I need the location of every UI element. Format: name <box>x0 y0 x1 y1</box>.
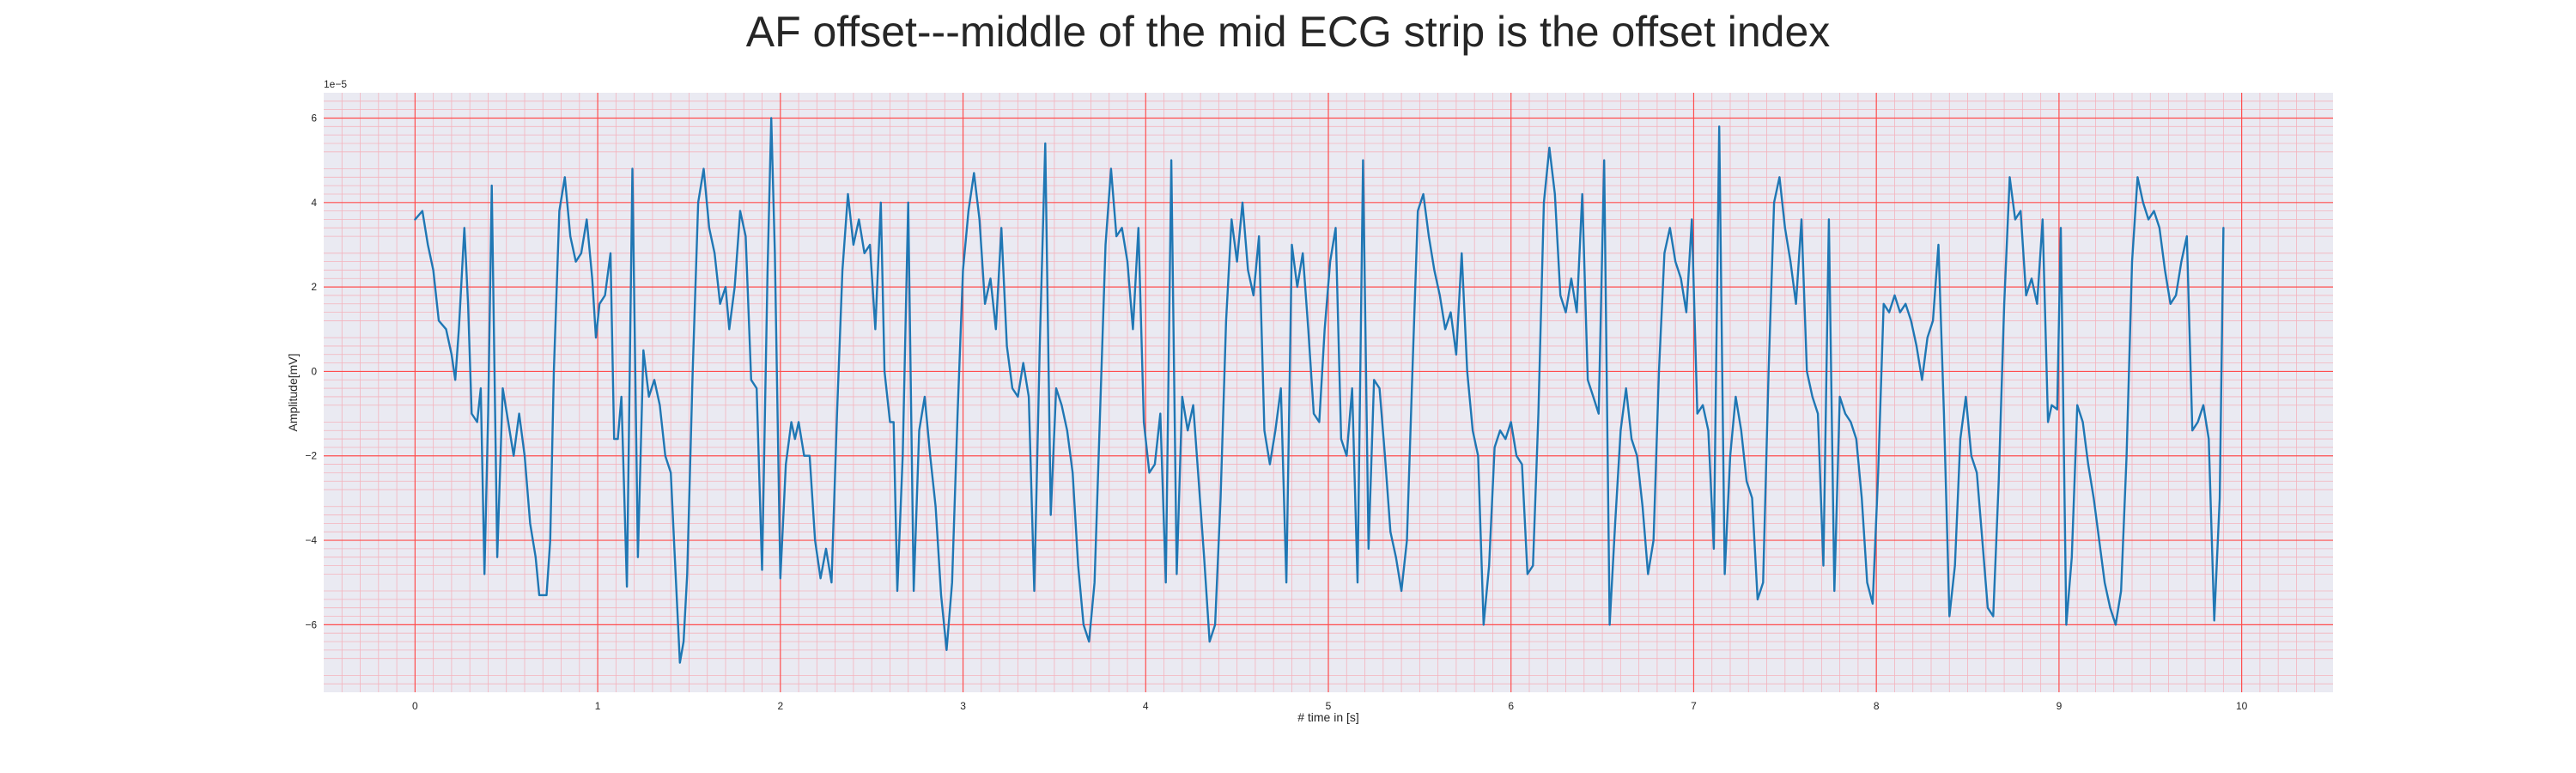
y-tick-label: 0 <box>311 365 317 377</box>
x-tick-label: 10 <box>2236 700 2248 712</box>
y-tick-label: 2 <box>311 281 317 293</box>
series-group <box>414 117 2225 664</box>
y-offset-text: 1e−5 <box>324 78 347 90</box>
x-tick-label: 1 <box>595 700 601 712</box>
x-tick-label: 9 <box>2057 700 2063 712</box>
y-tick-label: 4 <box>311 197 317 209</box>
y-tick-label: −4 <box>305 534 317 546</box>
x-tick-label: 0 <box>412 700 418 712</box>
y-tick-label: −6 <box>305 618 317 630</box>
x-tick-label: 8 <box>1874 700 1880 712</box>
x-tick-label: 4 <box>1143 700 1149 712</box>
major-grid <box>324 93 2333 692</box>
x-axis-label: # time in [s] <box>1297 710 1359 724</box>
x-tick-label: 5 <box>1326 700 1332 712</box>
x-tick-label: 2 <box>777 700 783 712</box>
ecg-series-line <box>414 117 2225 664</box>
x-axis-ticks: 0 1 2 3 4 5 6 7 8 9 10 <box>412 700 2248 712</box>
x-tick-label: 6 <box>1508 700 1514 712</box>
y-axis-label: Amplitude[mV] <box>286 353 300 431</box>
y-tick-label: 6 <box>311 112 317 124</box>
y-tick-label: −2 <box>305 450 317 462</box>
chart-title: AF offset---middle of the mid ECG strip … <box>746 8 1831 56</box>
x-tick-label: 7 <box>1691 700 1697 712</box>
x-tick-label: 3 <box>960 700 966 712</box>
y-axis-ticks: −6 −4 −2 0 2 4 6 <box>305 112 317 630</box>
